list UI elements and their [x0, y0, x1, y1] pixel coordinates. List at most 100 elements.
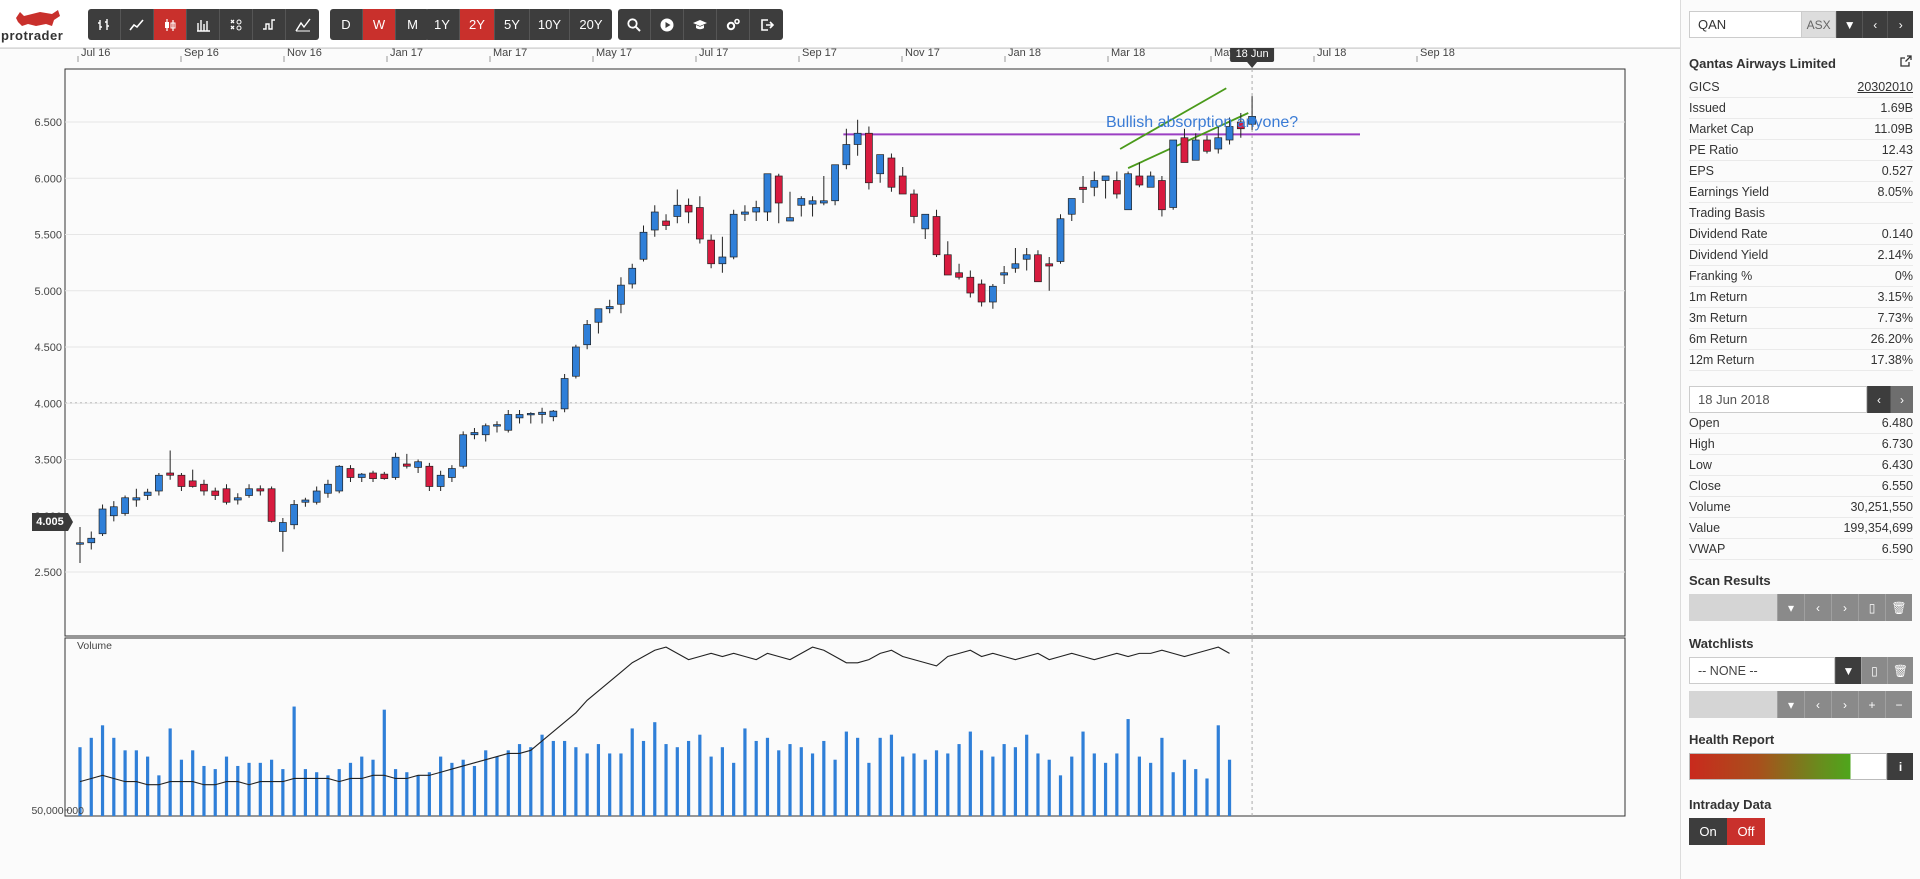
- candle: [211, 487, 220, 500]
- watchlist-prev-button[interactable]: ‹: [1804, 691, 1831, 718]
- play-button[interactable]: [651, 9, 684, 40]
- candle-body: [605, 306, 614, 310]
- candle: [729, 209, 738, 260]
- info-row-market-cap: Market Cap 11.09B: [1689, 119, 1913, 140]
- point-figure-button[interactable]: [220, 9, 253, 40]
- next-date-button[interactable]: ›: [1890, 386, 1913, 413]
- candle-body: [414, 461, 422, 468]
- volume-bar: [551, 740, 555, 816]
- candlestick-button[interactable]: [154, 9, 187, 40]
- candle: [1112, 171, 1121, 199]
- learn-button[interactable]: [684, 9, 717, 40]
- daily-button[interactable]: D: [330, 9, 363, 40]
- scan-prev-button[interactable]: ‹: [1804, 594, 1831, 621]
- scan-next-button[interactable]: ›: [1831, 594, 1858, 621]
- weekly-button[interactable]: W: [363, 9, 396, 40]
- range-5y-button[interactable]: 5Y: [495, 9, 530, 40]
- monthly-button[interactable]: M: [396, 9, 429, 40]
- indicator-chart-button[interactable]: [286, 9, 319, 40]
- candle: [436, 470, 445, 491]
- intraday-on-button[interactable]: On: [1689, 818, 1727, 845]
- candle: [1000, 266, 1008, 284]
- zoom-button[interactable]: [618, 9, 651, 40]
- volume-bar: [100, 725, 105, 816]
- external-link-icon[interactable]: [1900, 55, 1912, 67]
- info-row-franking: Franking % 0%: [1689, 266, 1913, 287]
- volume-bar: [315, 772, 319, 816]
- candle: [1135, 162, 1144, 188]
- range-2y-button[interactable]: 2Y: [460, 9, 495, 40]
- volume-bar: [236, 765, 240, 816]
- scan-delete-button[interactable]: 🗑: [1885, 594, 1912, 621]
- date-input[interactable]: [1689, 386, 1867, 413]
- x-tick-label: Mar 17: [493, 48, 527, 59]
- candle: [414, 459, 422, 473]
- watchlist-items-select[interactable]: [1689, 691, 1777, 718]
- prev-symbol-button[interactable]: ‹: [1861, 11, 1888, 38]
- candle: [448, 465, 456, 482]
- watchlist-dropdown-button[interactable]: ▼: [1834, 657, 1861, 684]
- health-gradient: [1689, 753, 1887, 780]
- scan-select[interactable]: [1689, 594, 1777, 621]
- settings-button[interactable]: [717, 9, 750, 40]
- watchlist-items-dropdown-button[interactable]: ▾: [1777, 691, 1804, 718]
- protrader-logo[interactable]: protrader: [0, 4, 80, 44]
- volume-bar: [686, 740, 691, 816]
- volume-bar: [856, 737, 860, 816]
- candle: [819, 176, 828, 206]
- scan-dropdown-button[interactable]: ▾: [1777, 594, 1804, 621]
- candle: [459, 431, 468, 469]
- candle-body: [819, 200, 828, 204]
- range-1y-button[interactable]: 1Y: [425, 9, 460, 40]
- watchlist-next-button[interactable]: ›: [1831, 691, 1858, 718]
- candle: [1067, 198, 1076, 221]
- volume-bar: [146, 756, 150, 816]
- hlc-button[interactable]: [187, 9, 220, 40]
- info-row-volume: Volume 30,251,550: [1689, 497, 1913, 518]
- toolbar: protrader D W M 1Y 2Y 5Y 10Y 20Y: [0, 0, 1680, 48]
- watchlist-add-button[interactable]: +: [1858, 691, 1885, 718]
- info-value[interactable]: 20302010: [1857, 80, 1913, 94]
- health-info-button[interactable]: i: [1887, 753, 1913, 780]
- next-symbol-button[interactable]: ›: [1887, 11, 1914, 38]
- symbol-dropdown-button[interactable]: ▼: [1836, 11, 1862, 38]
- watchlist-remove-button[interactable]: −: [1885, 691, 1912, 718]
- volume-bar: [281, 769, 285, 816]
- line-chart-button[interactable]: [121, 9, 154, 40]
- ohlc-button[interactable]: [88, 9, 121, 40]
- info-label: Trading Basis: [1689, 206, 1765, 220]
- ohlc-icon: [98, 18, 109, 30]
- info-value: 30,251,550: [1850, 500, 1913, 514]
- candle-body: [233, 497, 242, 501]
- info-value: 199,354,699: [1843, 521, 1913, 535]
- candle-body: [1135, 175, 1144, 186]
- range-20y-button[interactable]: 20Y: [570, 9, 612, 40]
- swing-chart-button[interactable]: [253, 9, 286, 40]
- intraday-off-button[interactable]: Off: [1727, 818, 1765, 845]
- candle: [763, 173, 772, 221]
- volume-bar: [427, 772, 431, 816]
- candle-body: [594, 308, 603, 323]
- candle-body: [989, 285, 997, 303]
- x-tick-label: Nov 17: [905, 48, 940, 59]
- price-chart[interactable]: Jul 16 Sep 16 Nov 16 Jan 17 Mar 17 May 17 Jul …: [0, 48, 1680, 879]
- watchlist-new-button[interactable]: ▯: [1860, 657, 1887, 684]
- y-tick-label: 6.000: [34, 173, 62, 185]
- scan-new-button[interactable]: ▯: [1858, 594, 1885, 621]
- watchlist-select[interactable]: -- NONE --: [1689, 657, 1835, 684]
- candle: [797, 196, 806, 217]
- info-value: 3.15%: [1877, 290, 1913, 304]
- candle-body: [121, 497, 129, 514]
- info-value: 6.430: [1881, 458, 1913, 472]
- candle-body: [380, 473, 389, 479]
- chart-area[interactable]: Jul 16 Sep 16 Nov 16 Jan 17 Mar 17 May 17 Jul …: [0, 48, 1680, 879]
- volume-bar: [382, 709, 386, 816]
- range-10y-button[interactable]: 10Y: [530, 9, 570, 40]
- prev-date-button[interactable]: ‹: [1867, 386, 1890, 413]
- logout-button[interactable]: [750, 9, 783, 40]
- candle: [1248, 96, 1256, 130]
- plus-icon: +: [1868, 697, 1876, 712]
- symbol-input[interactable]: [1689, 11, 1801, 38]
- info-value: 26.20%: [1870, 332, 1913, 346]
- watchlist-delete-button[interactable]: 🗑: [1886, 657, 1913, 684]
